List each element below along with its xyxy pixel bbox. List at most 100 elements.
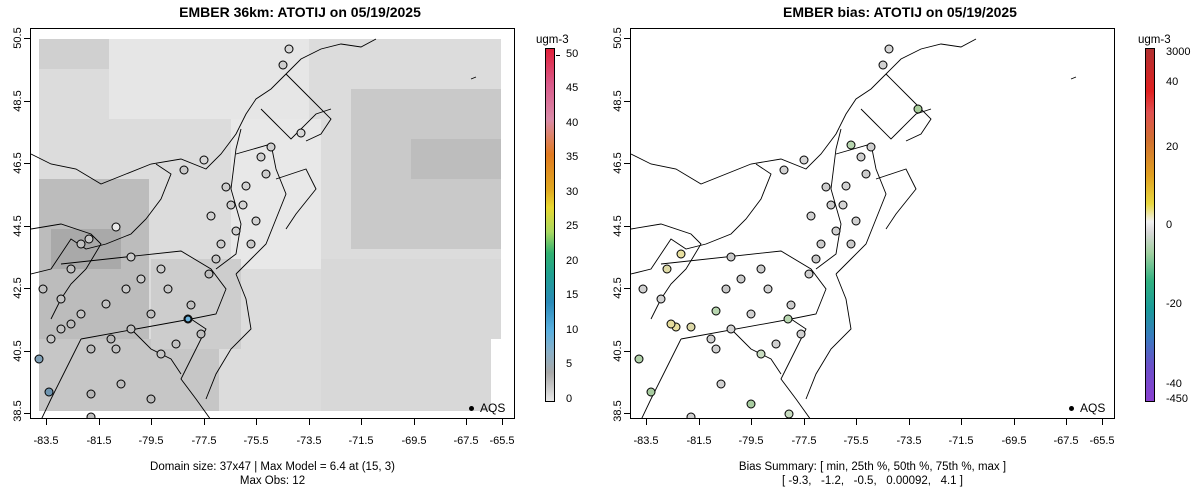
aqs-station — [266, 142, 276, 152]
aqs-station — [111, 344, 121, 354]
y-tick — [24, 351, 30, 352]
bias-station — [756, 264, 766, 274]
bias-station — [721, 284, 731, 294]
aqs-station — [156, 349, 166, 359]
aqs-station — [136, 274, 146, 284]
aqs-legend-icon — [1069, 406, 1074, 412]
aqs-station — [76, 239, 86, 249]
x-tick-label: -83.5 — [33, 435, 59, 447]
x-tick — [466, 419, 467, 425]
colorbar-tick — [556, 55, 560, 56]
aqs-station — [179, 165, 189, 175]
bias-station — [726, 324, 736, 334]
aqs-station — [101, 299, 111, 309]
bias-map-svg — [631, 29, 1114, 418]
aqs-station — [106, 334, 116, 344]
bias-station — [756, 349, 766, 359]
panel-title: EMBER bias: ATOTIJ on 05/19/2025 — [783, 4, 1017, 20]
colorbar-label: 40 — [566, 117, 579, 129]
y-tick — [624, 38, 630, 39]
grid-cell — [31, 411, 514, 418]
aqs-station — [56, 324, 66, 334]
bias-station — [656, 294, 666, 304]
x-tick-label: -83.5 — [633, 435, 659, 447]
bias-station — [783, 314, 793, 324]
colorbar-label: 30 — [566, 186, 579, 198]
y-tick — [624, 413, 630, 414]
bias-station — [796, 329, 806, 339]
aqs-station — [186, 300, 196, 310]
bias-station — [686, 412, 696, 418]
x-tick-label: -73.5 — [296, 435, 322, 447]
aqs-station — [146, 394, 156, 404]
colorbar-label: -20 — [1166, 298, 1182, 310]
colorbar-label: 25 — [566, 220, 579, 232]
aqs-station-markers — [34, 44, 306, 418]
x-tick — [46, 419, 47, 425]
bias-colorbar — [1145, 48, 1155, 402]
bias-station — [638, 284, 648, 294]
grid-cell — [411, 139, 501, 179]
bias-station — [779, 165, 789, 175]
x-tick-label: -81.5 — [86, 435, 112, 447]
bias-map-panel: EMBER bias: ATOTIJ on 05/19/2025 — [600, 0, 1200, 502]
grid-cell — [109, 39, 309, 119]
aqs-legend-icon — [469, 406, 474, 412]
colorbar-label: 15 — [566, 289, 579, 301]
x-tick — [256, 419, 257, 425]
bias-station — [884, 44, 894, 54]
colorbar-label: 35 — [566, 151, 579, 163]
aqs-station — [56, 294, 66, 304]
aqs-station — [121, 284, 131, 294]
bias-station — [878, 60, 888, 70]
bias-summary-header: Bias Summary: [ min, 25th %, 50th %, 75t… — [738, 461, 1007, 473]
y-tick — [24, 226, 30, 227]
x-tick — [1066, 419, 1067, 425]
model-colorbar — [545, 48, 555, 402]
grid-cell — [231, 119, 321, 269]
aqs-station — [66, 264, 76, 274]
bias-station — [646, 387, 656, 397]
aqs-station — [284, 44, 294, 54]
x-tick — [99, 419, 100, 425]
y-tick-label: 48.5 — [612, 90, 624, 112]
aqs-station — [156, 264, 166, 274]
grid-cell — [491, 339, 514, 411]
bias-station — [736, 274, 746, 284]
aqs-station — [206, 211, 216, 221]
x-tick — [856, 419, 857, 425]
colorbar-label: 20 — [1166, 141, 1179, 153]
aqs-station — [34, 354, 44, 364]
bias-station — [851, 216, 861, 226]
aqs-station — [66, 319, 76, 329]
x-tick — [151, 419, 152, 425]
colorbar-label: -450 — [1166, 393, 1189, 405]
bias-station — [711, 306, 721, 316]
aqs-station — [296, 128, 306, 138]
x-tick-label: -71.5 — [348, 435, 374, 447]
aqs-station — [204, 269, 214, 279]
bias-station — [831, 226, 841, 236]
x-tick-label: -81.5 — [686, 435, 712, 447]
x-tick-label: -79.5 — [738, 435, 764, 447]
x-tick-label: -77.5 — [791, 435, 817, 447]
bias-station — [804, 269, 814, 279]
bias-station — [841, 181, 851, 191]
aqs-station — [84, 234, 94, 244]
y-tick-label: 44.5 — [612, 215, 624, 237]
y-tick — [624, 288, 630, 289]
colorbar-label: -40 — [1166, 378, 1182, 390]
bias-station — [746, 399, 756, 409]
y-tick-label: 40.5 — [12, 340, 24, 362]
x-tick-label: -77.5 — [191, 435, 217, 447]
x-tick-label: -73.5 — [896, 435, 922, 447]
aqs-station — [126, 324, 136, 334]
aqs-station — [221, 182, 231, 192]
x-tick — [1014, 419, 1015, 425]
aqs-station — [86, 344, 96, 354]
model-map-svg — [31, 38, 514, 418]
bias-station — [726, 252, 736, 262]
aqs-station — [256, 152, 266, 162]
bias-station — [806, 211, 816, 221]
colorbar-label: 0 — [1166, 219, 1173, 231]
